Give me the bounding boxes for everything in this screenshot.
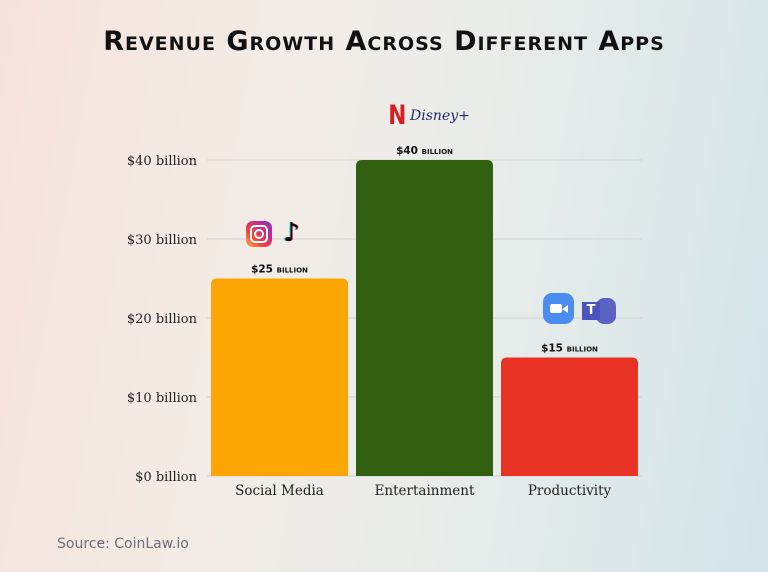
bar-productivity (501, 357, 638, 476)
x-tick-label: Productivity (528, 483, 612, 499)
y-tick-label: $30 billion (127, 233, 198, 248)
chart-title: Revenue Growth Across Different Apps (103, 26, 665, 57)
y-tick-label: $20 billion (127, 312, 198, 327)
data-label: $25 billion (251, 264, 308, 276)
zoom-icon (543, 293, 574, 324)
x-tick-label: Social Media (235, 483, 324, 499)
bar-entertainment (356, 160, 493, 476)
instagram-icon (246, 221, 272, 247)
x-tick-label: Entertainment (375, 483, 475, 499)
netflix-icon: N (388, 100, 407, 131)
data-label: $40 billion (396, 145, 453, 157)
y-tick-label: $40 billion (127, 154, 198, 169)
data-label: $15 billion (541, 343, 598, 355)
source-note: Source: CoinLaw.io (57, 536, 189, 552)
y-tick-label: $0 billion (135, 470, 197, 485)
disney-plus-icon: Disney+ (410, 108, 470, 124)
bar-social-media (211, 278, 348, 476)
y-tick-label: $10 billion (127, 391, 198, 406)
tiktok-icon: ♪ (283, 218, 300, 248)
